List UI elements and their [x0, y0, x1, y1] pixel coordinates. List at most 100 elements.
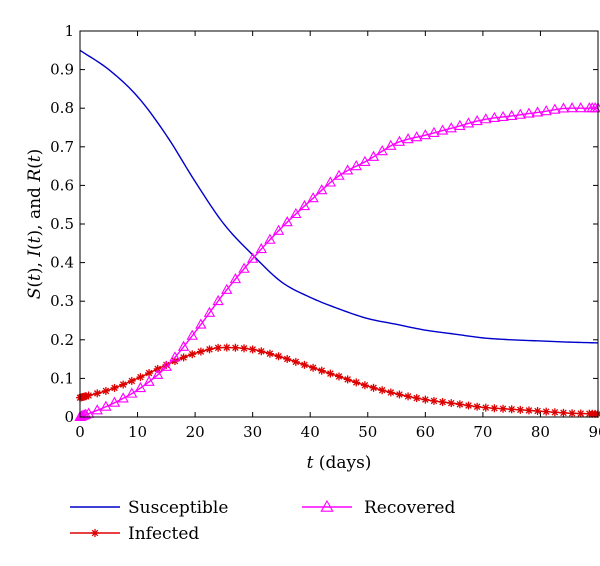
infected-marker [196, 347, 205, 356]
x-axis-unit: (days) [313, 453, 371, 473]
infected-marker-stroke [370, 384, 377, 392]
recovered-marker [100, 400, 112, 411]
recovered-marker [385, 139, 397, 150]
recovered-marker [540, 105, 552, 116]
infected-marker [395, 390, 404, 399]
recovered-marker [203, 306, 216, 317]
infected-marker [404, 392, 413, 401]
recovered-marker [255, 242, 267, 254]
infected-marker-stroke [249, 346, 256, 353]
infected-marker-stroke [102, 387, 110, 395]
recovered-marker [557, 102, 570, 113]
infected-marker-stroke [145, 369, 153, 377]
y-label-p3: ( [25, 243, 45, 250]
infected-marker [91, 529, 99, 537]
infected-marker-stroke [93, 390, 101, 397]
recovered-marker [575, 102, 587, 113]
x-tick-label: 90 [588, 423, 600, 441]
infected-marker-stroke [413, 394, 420, 402]
infected-marker [127, 376, 136, 385]
series-layer [74, 49, 600, 422]
infected-marker-stroke [223, 344, 231, 351]
infected-marker-stroke [327, 370, 334, 377]
recovered-marker [324, 176, 337, 187]
recovered-marker [549, 103, 561, 114]
recovered-marker [376, 145, 388, 156]
infected-marker [274, 352, 283, 361]
infected-marker [326, 369, 335, 378]
y-label-p2: ), [25, 257, 45, 274]
infected-marker [499, 404, 508, 413]
y-tick-label: 0.5 [50, 215, 74, 233]
infected-marker [231, 343, 240, 352]
recovered-marker [91, 404, 103, 415]
infected-marker-stroke [344, 376, 351, 383]
infected-marker-stroke [447, 399, 455, 407]
infected-marker [93, 389, 102, 398]
y-label-p4: ), and [25, 182, 45, 237]
infected-marker [265, 349, 274, 358]
infected-marker-stroke [258, 347, 265, 355]
recovered-marker [505, 109, 518, 120]
y-tick-label: 0.8 [50, 99, 74, 117]
infected-marker [188, 350, 197, 359]
y-tick-label: 0.3 [50, 292, 74, 310]
x-tick-label: 70 [473, 423, 492, 441]
infected-marker-stroke [214, 344, 222, 352]
infected-marker [317, 366, 326, 375]
series-recovered [74, 102, 600, 422]
infected-marker-stroke [240, 345, 248, 352]
infected-marker-stroke [275, 353, 282, 360]
infected-marker [360, 381, 369, 390]
infected-marker-stroke [508, 405, 515, 413]
recovered-marker [229, 272, 242, 284]
infected-marker-stroke [499, 405, 507, 413]
y-label-t2: t [25, 236, 45, 243]
infected-marker-stroke [309, 364, 317, 372]
legend: Susceptible Infected Recovered [70, 498, 455, 544]
y-label-t3: t [25, 155, 45, 162]
infected-marker [464, 401, 473, 410]
infected-marker-stroke [128, 377, 136, 385]
infected-marker [576, 409, 585, 418]
y-tick-label: 1 [64, 22, 74, 40]
tick-layer: 0 10 20 30 40 50 60 70 80 90 0 0.1 0.2 0.3 0.4 0.5 0.6 0.… [50, 22, 600, 441]
infected-marker [119, 380, 128, 389]
recovered-marker [359, 155, 371, 166]
y-label-r: R [25, 169, 45, 183]
infected-marker [222, 343, 231, 352]
infected-marker-stroke [232, 344, 239, 352]
recovered-marker [411, 131, 423, 142]
infected-marker-stroke [387, 389, 395, 396]
infected-marker-stroke [465, 402, 472, 409]
recovered-marker [221, 283, 233, 294]
infected-marker [343, 375, 352, 384]
infected-marker-stroke [206, 346, 213, 353]
infected-marker [429, 396, 438, 405]
infected-marker-stroke [163, 361, 170, 369]
legend-label-recovered: Recovered [364, 498, 455, 518]
infected-marker-stroke [91, 529, 99, 537]
infected-marker-stroke [180, 354, 187, 361]
recovered-marker [480, 113, 492, 124]
recovered-marker [367, 150, 380, 161]
infected-marker [309, 363, 318, 372]
infected-marker [421, 395, 430, 404]
recovered-marker [454, 119, 466, 130]
y-label-p5: ( [25, 162, 45, 169]
infected-marker [455, 400, 464, 409]
infected-marker-stroke [473, 403, 481, 410]
recovered-marker [436, 124, 449, 135]
infected-marker [386, 388, 395, 397]
infected-marker [559, 408, 568, 417]
infected-marker [507, 405, 516, 414]
infected-marker [300, 360, 309, 369]
recovered-marker [78, 409, 91, 420]
series-line-infected [79, 346, 599, 415]
recovered-marker [264, 233, 276, 244]
recovered-marker [320, 499, 334, 512]
y-label-t1: t [25, 274, 45, 281]
legend-label-susceptible: Susceptible [128, 498, 228, 518]
recovered-marker [350, 160, 362, 171]
